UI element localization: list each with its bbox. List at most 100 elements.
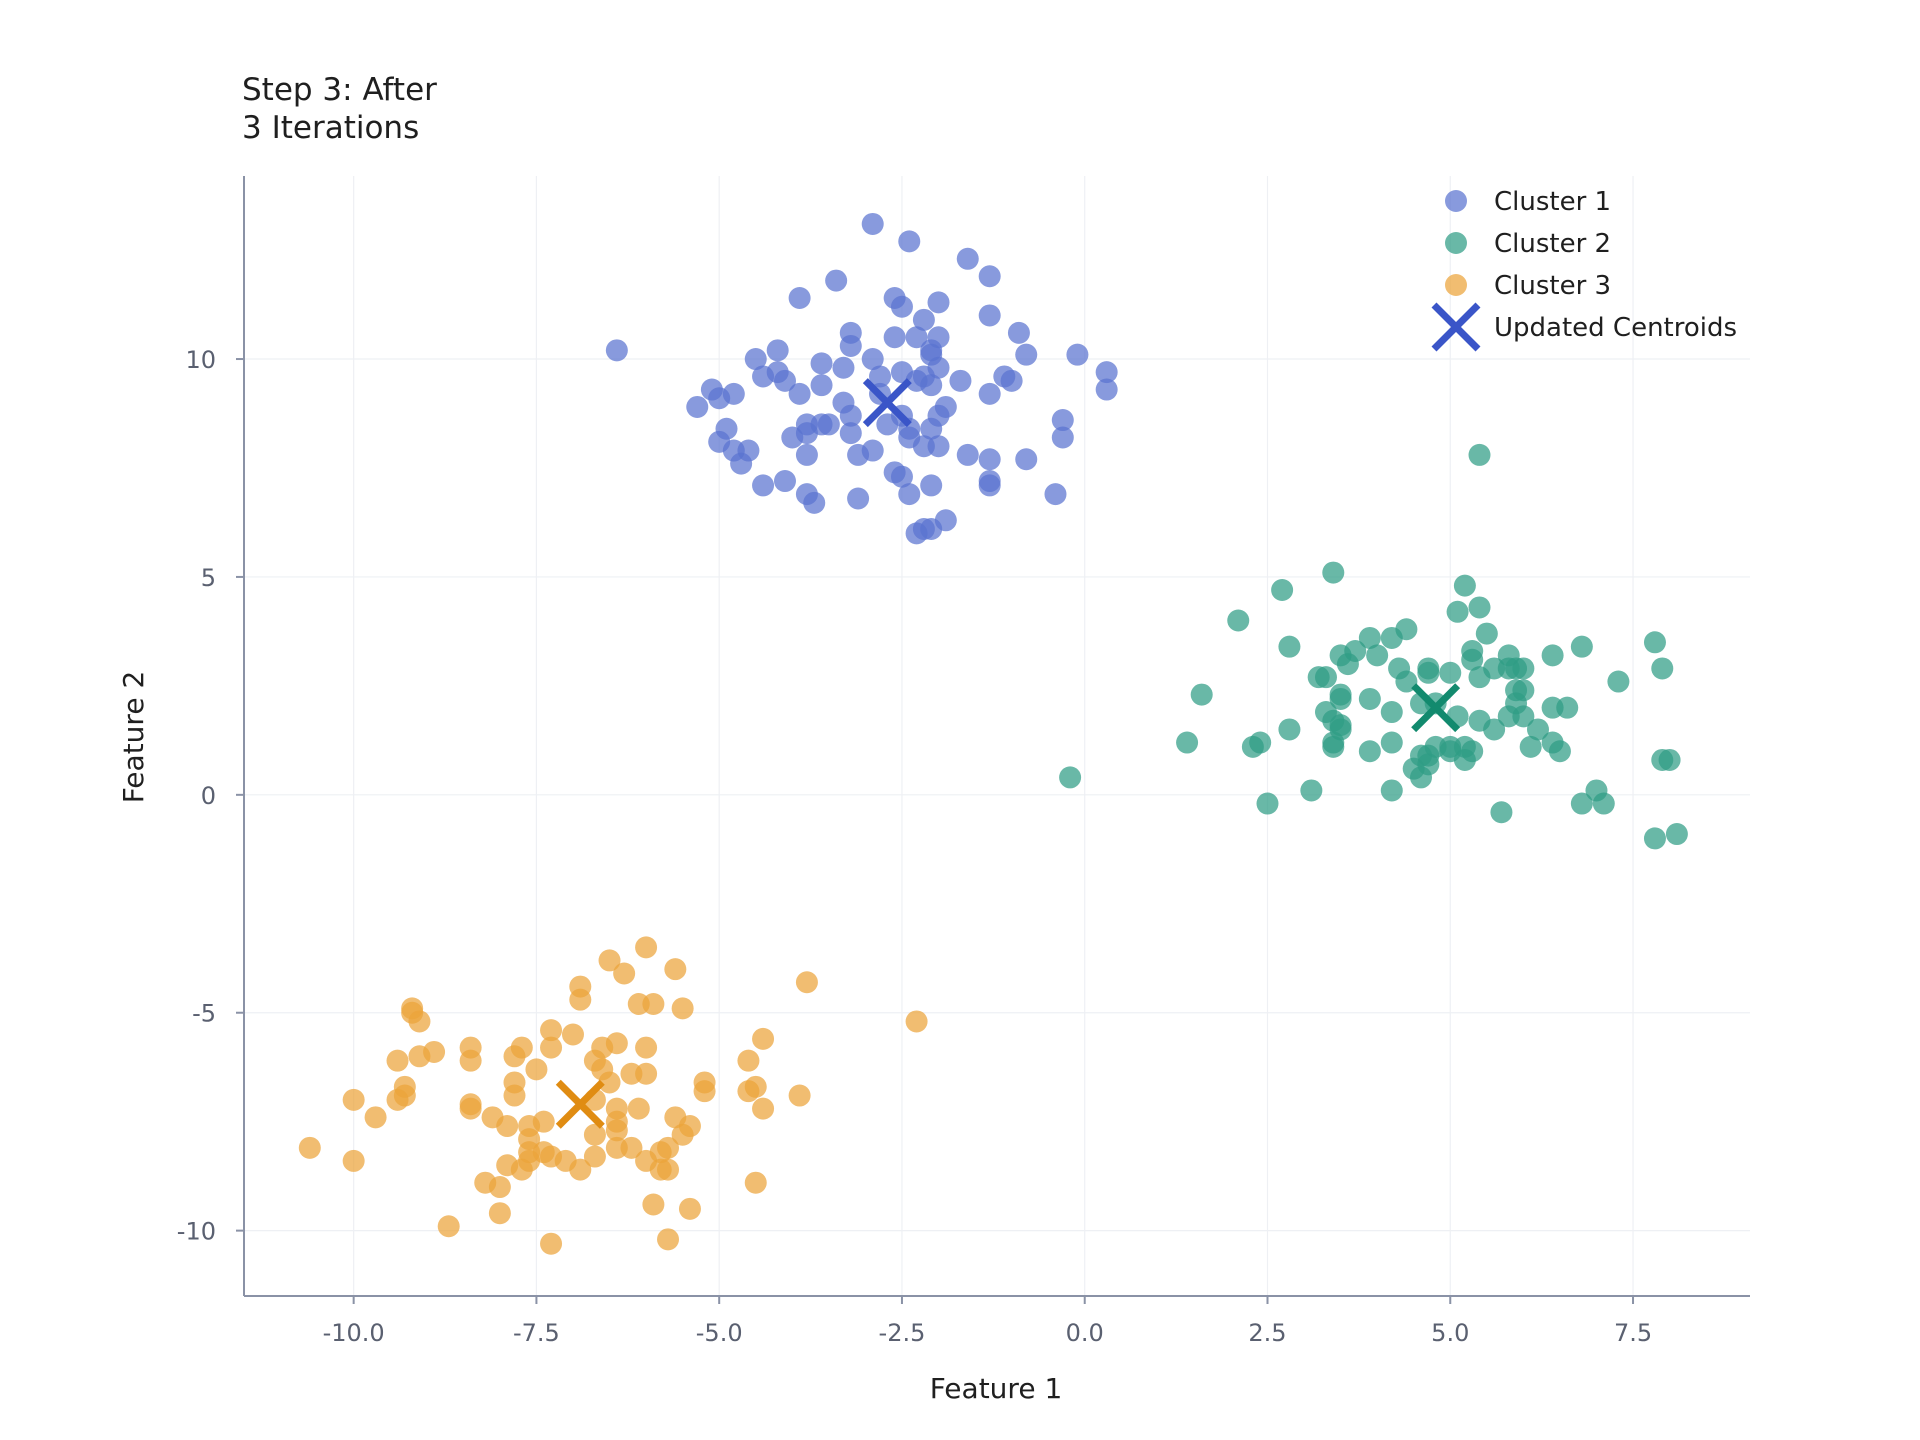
data-point <box>1541 644 1564 667</box>
y-tick-label: 0 <box>201 782 216 810</box>
data-point <box>839 404 862 427</box>
data-point <box>342 1088 365 1111</box>
data-point <box>583 1123 606 1146</box>
data-point <box>773 369 796 392</box>
data-point <box>1271 579 1294 602</box>
legend-marker <box>1445 232 1467 254</box>
data-point <box>627 1097 650 1120</box>
data-point <box>752 1027 775 1050</box>
data-point <box>956 443 979 466</box>
series-3 <box>298 936 928 1255</box>
legend: Cluster 1 Cluster 2 Cluster 3 Updated Centr… <box>1431 187 1737 352</box>
data-point <box>605 1032 628 1055</box>
data-point <box>912 308 935 331</box>
data-point <box>605 1119 628 1142</box>
data-point <box>1051 409 1074 432</box>
data-point <box>459 1049 482 1072</box>
data-point <box>561 1023 584 1046</box>
data-point <box>1095 378 1118 401</box>
data-point <box>671 997 694 1020</box>
data-point <box>342 1149 365 1172</box>
data-point <box>773 470 796 493</box>
data-point <box>905 1010 928 1033</box>
data-point <box>1490 801 1513 824</box>
data-point <box>978 448 1001 471</box>
data-point <box>525 1058 548 1081</box>
centroid-marker <box>1411 683 1461 733</box>
data-point <box>1241 735 1264 758</box>
data-point <box>693 1080 716 1103</box>
data-point <box>1483 718 1506 741</box>
y-tick-labels: -10 -5 0 5 10 <box>177 346 244 1246</box>
legend-label: Cluster 3 <box>1494 271 1611 301</box>
data-point <box>496 1154 519 1177</box>
x-tick-label: -7.5 <box>513 1319 560 1347</box>
data-point <box>1446 600 1469 623</box>
data-point <box>1256 792 1279 815</box>
data-point <box>386 1049 409 1072</box>
legend-label: Updated Centroids <box>1494 313 1737 343</box>
data-point <box>912 435 935 458</box>
data-point <box>1643 631 1666 654</box>
data-point <box>817 413 840 436</box>
data-point <box>839 334 862 357</box>
data-point <box>978 304 1001 327</box>
data-point <box>386 1088 409 1111</box>
data-point <box>642 1193 665 1216</box>
legend-marker-centroid <box>1431 302 1481 352</box>
data-point <box>956 247 979 270</box>
data-point <box>1658 748 1681 771</box>
data-point <box>671 1123 694 1146</box>
data-point <box>752 474 775 497</box>
data-point <box>605 339 628 362</box>
data-point <box>1607 670 1630 693</box>
data-point <box>678 1197 701 1220</box>
legend-label: Cluster 1 <box>1494 187 1611 217</box>
data-point <box>1651 657 1674 680</box>
data-point <box>788 382 811 405</box>
data-point <box>890 295 913 318</box>
data-point <box>861 348 884 371</box>
data-point <box>1322 731 1345 754</box>
data-point <box>1358 687 1381 710</box>
data-point <box>934 509 957 532</box>
data-point <box>298 1136 321 1159</box>
data-point <box>1526 718 1549 741</box>
data-point <box>847 487 870 510</box>
x-tick-labels: -10.0 -7.5 -5.0 -2.5 0.0 2.5 5.0 7.5 <box>323 1296 1652 1347</box>
chart-title-line-2: 3 Iterations <box>242 110 419 146</box>
data-point <box>927 356 950 379</box>
legend-marker <box>1445 274 1467 296</box>
data-point <box>488 1176 511 1199</box>
data-point <box>1190 683 1213 706</box>
data-point <box>795 422 818 445</box>
data-point <box>1015 448 1038 471</box>
y-tick-label: -10 <box>177 1218 216 1246</box>
data-point <box>832 356 855 379</box>
series-1 <box>605 212 1118 545</box>
data-point <box>1358 740 1381 763</box>
data-point <box>1059 766 1082 789</box>
axes <box>243 176 1750 1297</box>
data-point <box>1548 740 1571 763</box>
data-point <box>1044 483 1067 506</box>
data-point <box>1015 343 1038 366</box>
data-point <box>598 1071 621 1094</box>
data-point <box>744 348 767 371</box>
data-point <box>1300 779 1323 802</box>
data-point <box>1453 748 1476 771</box>
data-point <box>642 993 665 1016</box>
series-2 <box>1059 443 1688 850</box>
data-point <box>1051 426 1074 449</box>
data-point <box>540 1036 563 1059</box>
data-point <box>613 962 636 985</box>
data-point <box>1570 635 1593 658</box>
data-point <box>620 1136 643 1159</box>
data-point <box>766 339 789 362</box>
data-point <box>1066 343 1089 366</box>
data-point <box>920 374 943 397</box>
data-point <box>635 1062 658 1085</box>
data-point <box>1453 574 1476 597</box>
x-axis-label: Feature 1 <box>930 1372 1063 1405</box>
